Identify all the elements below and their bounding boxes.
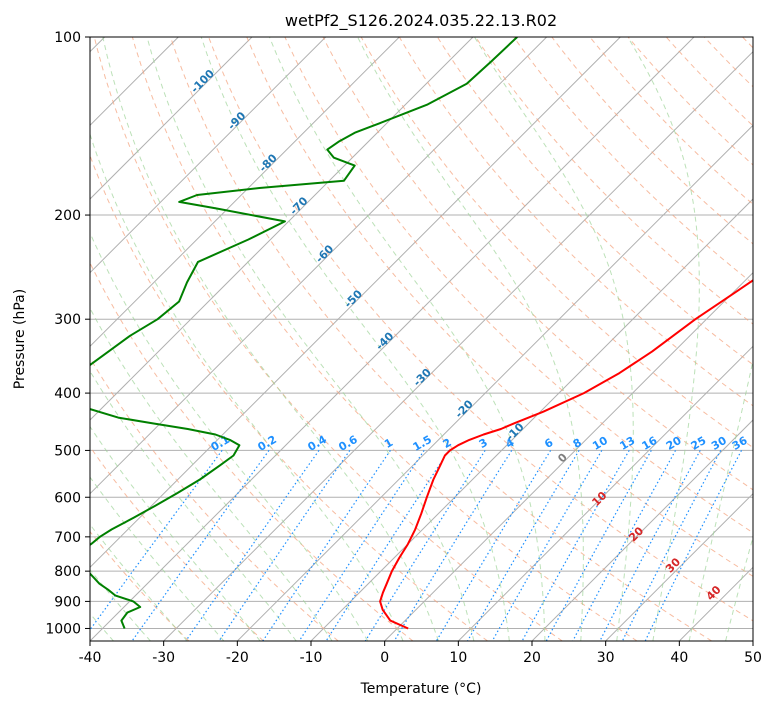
dry-adiabat	[436, 37, 753, 366]
isotherm-gridline	[90, 37, 474, 421]
moist-adiabat	[200, 37, 510, 641]
y-tick-label: 800	[54, 564, 81, 580]
moist-adiabat	[102, 37, 439, 641]
y-tick-label: 300	[54, 312, 81, 328]
dry-adiabat	[131, 37, 638, 641]
temperature-profile-line	[379, 279, 753, 630]
moist-adiabat	[90, 523, 188, 641]
moist-adiabat	[268, 37, 546, 641]
x-axis-label: Temperature (°C)	[360, 681, 482, 697]
plot-frame	[89, 36, 754, 642]
y-tick-label: 200	[54, 208, 81, 224]
x-tick-label: 10	[449, 650, 467, 666]
plot-background	[90, 37, 753, 641]
profile-lines	[90, 37, 753, 630]
dry-adiabat	[360, 37, 753, 449]
y-tick-label: 500	[54, 443, 81, 459]
mixing-ratio-line	[218, 450, 351, 641]
dry-adiabat	[322, 37, 753, 491]
isotherm-gridline	[752, 640, 753, 641]
isotherm-gridline	[90, 37, 548, 495]
y-tick-label: 400	[54, 386, 81, 402]
moist-adiabat	[146, 37, 475, 641]
y-tick-label: 100	[54, 30, 81, 46]
dewpoint-profile-line	[90, 37, 518, 629]
moist-adiabat	[627, 37, 700, 641]
x-tick-label: -10	[300, 650, 323, 666]
chart-title: wetPf2_S126.2024.035.22.13.R02	[285, 11, 557, 31]
moist-adiabat	[90, 568, 151, 641]
isotherm-gridline	[90, 37, 253, 200]
moist-adiabat	[90, 425, 261, 641]
x-axis-ticks: -40 -30 -20 -10 0 10 20 30 40 50	[79, 641, 762, 666]
dry-adiabat	[93, 37, 563, 641]
mixing-ratio-line	[262, 450, 391, 641]
dry-adiabat	[246, 37, 753, 577]
isotherm-gridline	[457, 345, 753, 641]
isotherm-gridline	[163, 50, 753, 641]
isotherm-gridline	[236, 124, 753, 641]
isotherm-gridline	[605, 492, 753, 641]
background-lines	[90, 37, 753, 641]
mixing-ratio-line	[491, 450, 603, 641]
moist-adiabat	[357, 37, 584, 641]
moist-adiabat	[90, 370, 297, 641]
dry-adiabat	[90, 261, 414, 641]
mixing-ratio-line	[545, 450, 652, 641]
x-tick-label: -30	[152, 650, 175, 666]
x-tick-label: 30	[597, 650, 615, 666]
mixing-ratio-line	[90, 450, 223, 631]
mixing-ratio-line	[364, 450, 486, 641]
y-tick-label: 700	[54, 530, 81, 546]
mixing-ratio-line	[393, 450, 513, 641]
x-tick-label: -20	[226, 650, 249, 666]
moist-adiabat	[90, 231, 369, 641]
isotherm-gridline	[531, 419, 753, 641]
mixing-ratio-line	[185, 450, 320, 641]
moist-adiabat	[90, 476, 225, 641]
moist-adiabat	[688, 358, 753, 641]
mixing-ratio-line	[621, 450, 722, 641]
x-tick-label: 20	[523, 650, 541, 666]
mixing-ratio-line	[131, 450, 270, 641]
mixing-ratio-line	[572, 450, 677, 641]
isotherm-gridline	[90, 37, 695, 641]
y-tick-label: 600	[54, 490, 81, 506]
moist-adiabat	[90, 132, 404, 641]
x-tick-label: -40	[79, 650, 102, 666]
y-axis-label: Pressure (hPa)	[12, 289, 28, 389]
y-tick-label: 900	[54, 594, 81, 610]
isotherm-gridline	[384, 271, 753, 641]
isotherm-gridline	[90, 37, 400, 348]
moist-adiabat	[90, 307, 333, 641]
moist-adiabat	[474, 37, 634, 641]
isotherm-gridline	[90, 37, 621, 569]
mixing-ratio-line	[599, 450, 701, 641]
mixing-ratio-line	[644, 450, 743, 641]
y-axis-ticks: 100 200 300 400 500 600 700 800 900 1000	[45, 30, 90, 637]
moist-adiabat	[725, 535, 753, 641]
dry-adiabat	[90, 357, 339, 641]
x-tick-label: 50	[744, 650, 762, 666]
dry-adiabat	[398, 37, 753, 407]
x-tick-label: 0	[380, 650, 389, 666]
isotherm-gridline	[90, 37, 327, 274]
dry-adiabat	[208, 37, 753, 622]
y-tick-label: 1000	[45, 621, 81, 637]
x-tick-label: 40	[670, 650, 688, 666]
